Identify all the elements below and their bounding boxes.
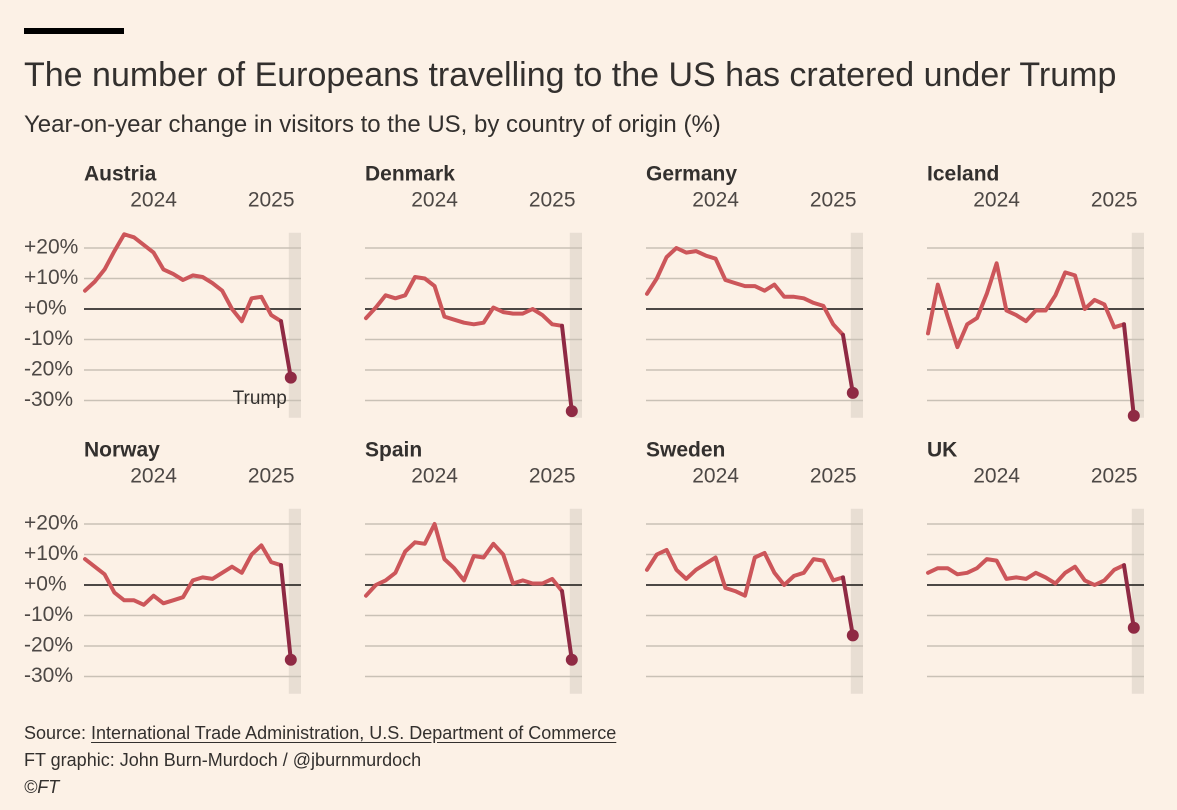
x-tick-label: 2024 <box>411 465 458 488</box>
panel-title-austria: Austria <box>84 163 157 186</box>
series-line-norway <box>83 543 283 607</box>
end-point-uk <box>1127 621 1140 634</box>
end-point-germany <box>846 386 859 399</box>
trump-period-shade <box>569 508 582 694</box>
trump-period-shade <box>1131 508 1144 694</box>
panel-title-spain: Spain <box>365 439 422 462</box>
chart-subtitle: Year-on-year change in visitors to the U… <box>24 111 721 138</box>
y-tick-label: +20% <box>24 512 78 535</box>
series-line-post-austria <box>279 319 293 380</box>
series-line-post-denmark <box>560 323 574 414</box>
y-tick-label: +10% <box>24 542 78 565</box>
end-point-sweden <box>846 629 859 642</box>
series-line-spain <box>364 522 564 598</box>
y-tick-label: -30% <box>24 388 73 411</box>
source-line: Source: International Trade Administrati… <box>24 723 616 744</box>
x-tick-label: 2024 <box>130 465 177 488</box>
series-line-post-norway <box>279 563 293 662</box>
panel-title-germany: Germany <box>646 163 737 186</box>
trump-period-shade <box>288 508 301 694</box>
x-tick-label: 2024 <box>973 189 1020 212</box>
y-tick-label: -10% <box>24 603 73 626</box>
series-line-iceland <box>926 261 1126 350</box>
series-line-austria <box>83 232 283 324</box>
y-tick-label: -20% <box>24 358 73 381</box>
series-line-germany <box>645 246 845 337</box>
series-line-denmark <box>364 275 564 328</box>
series-line-sweden <box>645 547 845 598</box>
y-tick-label: +0% <box>24 297 67 320</box>
series-line-post-germany <box>841 332 855 395</box>
x-tick-label: 2025 <box>248 189 295 212</box>
series-line-uk <box>926 557 1126 587</box>
x-tick-label: 2025 <box>1091 465 1138 488</box>
trump-period-shade <box>850 508 863 694</box>
y-tick-label: -10% <box>24 327 73 350</box>
copyright: ©FT <box>24 777 60 797</box>
x-tick-label: 2024 <box>692 189 739 212</box>
series-line-post-spain <box>560 589 574 662</box>
y-tick-label: -30% <box>24 664 73 687</box>
credit-line: FT graphic: John Burn-Murdoch / @jburnmu… <box>24 750 422 770</box>
end-point-austria <box>284 371 297 384</box>
trump-annotation: Trump <box>233 388 287 409</box>
source-link[interactable]: International Trade Administration, U.S.… <box>91 723 617 743</box>
x-tick-label: 2024 <box>692 465 739 488</box>
series-line-post-iceland <box>1122 322 1136 418</box>
x-tick-label: 2025 <box>1091 189 1138 212</box>
x-tick-label: 2025 <box>248 465 295 488</box>
series-line-post-uk <box>1122 563 1136 630</box>
end-point-denmark <box>565 405 578 418</box>
chart-title: The number of Europeans travelling to th… <box>24 56 1117 94</box>
panel-title-norway: Norway <box>84 439 160 462</box>
x-tick-label: 2025 <box>810 465 857 488</box>
panel-title-sweden: Sweden <box>646 439 725 462</box>
y-tick-label: +10% <box>24 266 78 289</box>
y-tick-label: +0% <box>24 573 67 596</box>
y-tick-label: -20% <box>24 634 73 657</box>
end-point-norway <box>284 653 297 666</box>
series-line-post-sweden <box>841 575 855 638</box>
trump-period-shade <box>288 232 301 418</box>
x-tick-label: 2025 <box>810 189 857 212</box>
x-tick-label: 2024 <box>130 189 177 212</box>
x-tick-label: 2024 <box>411 189 458 212</box>
panel-title-uk: UK <box>927 439 957 462</box>
end-point-iceland <box>1127 409 1140 422</box>
end-point-spain <box>565 653 578 666</box>
trump-period-shade <box>1131 232 1144 418</box>
panel-title-denmark: Denmark <box>365 163 455 186</box>
y-tick-label: +20% <box>24 236 78 259</box>
x-tick-label: 2024 <box>973 465 1020 488</box>
source-prefix: Source: <box>24 723 92 743</box>
panel-title-iceland: Iceland <box>927 163 999 186</box>
ft-top-bar <box>24 28 124 34</box>
x-tick-label: 2025 <box>529 189 576 212</box>
x-tick-label: 2025 <box>529 465 576 488</box>
trump-period-shade <box>569 232 582 418</box>
